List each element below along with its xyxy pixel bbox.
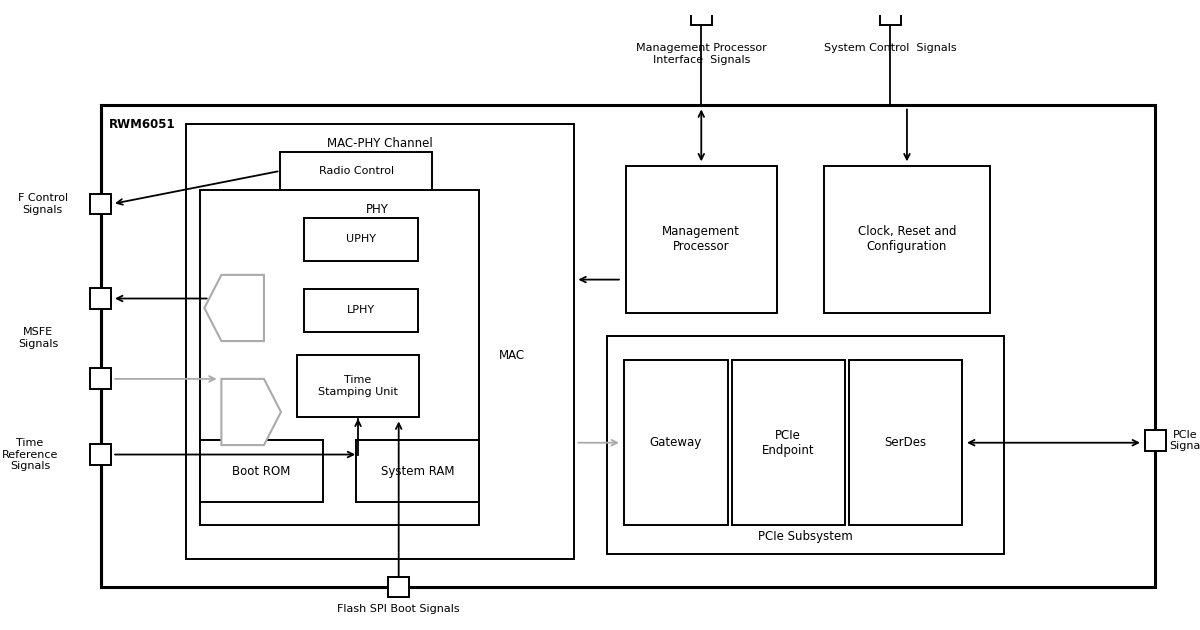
Text: System RAM: System RAM xyxy=(380,464,455,478)
Bar xyxy=(824,166,990,312)
Text: MAC: MAC xyxy=(499,349,526,362)
Bar xyxy=(296,355,420,416)
Text: MSFE
Signals: MSFE Signals xyxy=(18,328,59,349)
Text: UPHY: UPHY xyxy=(346,234,376,244)
Bar xyxy=(281,152,432,190)
Bar xyxy=(624,360,727,525)
Text: LPHY: LPHY xyxy=(347,306,374,316)
Text: PCIe Subsystem: PCIe Subsystem xyxy=(758,530,853,543)
Text: PCIe
Endpoint: PCIe Endpoint xyxy=(762,429,815,457)
Text: Boot ROM: Boot ROM xyxy=(233,464,290,478)
Bar xyxy=(691,4,712,25)
Text: PHY: PHY xyxy=(366,203,389,216)
Bar xyxy=(200,440,323,502)
Bar xyxy=(90,193,112,214)
Bar xyxy=(186,123,574,559)
Bar xyxy=(90,369,112,389)
Text: RWM6051: RWM6051 xyxy=(108,118,175,131)
Bar xyxy=(389,576,409,597)
Text: Gateway: Gateway xyxy=(649,436,702,449)
Bar xyxy=(356,440,479,502)
Bar xyxy=(848,360,962,525)
Text: System Control  Signals: System Control Signals xyxy=(824,43,956,53)
Bar xyxy=(607,336,1004,554)
Text: Clock, Reset and
Configuration: Clock, Reset and Configuration xyxy=(858,226,956,253)
Text: Management Processor
Interface  Signals: Management Processor Interface Signals xyxy=(636,43,767,65)
Bar xyxy=(1145,430,1165,450)
Bar xyxy=(732,360,845,525)
Text: Radio Control: Radio Control xyxy=(318,166,394,176)
Text: MAC-PHY Channel: MAC-PHY Channel xyxy=(326,137,433,150)
Text: Time
Stamping Unit: Time Stamping Unit xyxy=(318,375,398,397)
Text: Time
Reference
Signals: Time Reference Signals xyxy=(2,438,59,471)
Polygon shape xyxy=(221,379,281,445)
Text: Flash SPI Boot Signals: Flash SPI Boot Signals xyxy=(337,604,460,614)
Bar xyxy=(304,218,418,261)
Bar xyxy=(90,444,112,465)
Bar xyxy=(101,105,1156,587)
Bar xyxy=(200,190,479,525)
Text: F Control
Signals: F Control Signals xyxy=(18,193,67,215)
Bar xyxy=(625,166,776,312)
Bar xyxy=(304,289,418,331)
Text: PCIe
Signa: PCIe Signa xyxy=(1169,430,1200,451)
Text: Management
Processor: Management Processor xyxy=(662,226,740,253)
Bar xyxy=(90,288,112,309)
Bar xyxy=(880,4,901,25)
Text: SerDes: SerDes xyxy=(884,436,926,449)
Polygon shape xyxy=(204,275,264,341)
